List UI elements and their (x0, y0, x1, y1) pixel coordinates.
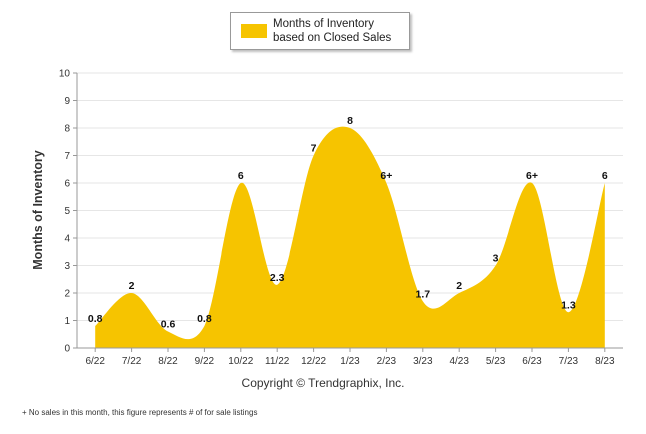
data-label: 3 (493, 253, 499, 265)
y-tick-label: 2 (64, 289, 70, 300)
x-tick-label: 7/23 (559, 356, 579, 367)
data-label: 0.8 (197, 313, 212, 325)
x-tick-label: 1/23 (340, 356, 360, 367)
y-tick-label: 1 (64, 316, 70, 327)
y-axis-label: Months of Inventory (31, 150, 45, 270)
data-label: 0.8 (88, 313, 103, 325)
data-labels: 0.8 2 0.6 0.8 6 2.3 7 8 6+ 1.7 2 3 6+ 1.3 6 (88, 115, 608, 331)
data-label: 1.7 (415, 288, 430, 300)
x-tick-label: 12/22 (301, 356, 326, 367)
x-tick-label: 8/23 (595, 356, 615, 367)
x-tick-label: 4/23 (449, 356, 469, 367)
x-tick-label: 2/23 (377, 356, 397, 367)
data-label: 7 (311, 143, 317, 155)
legend-swatch (241, 24, 267, 38)
data-label: 2.3 (270, 272, 285, 284)
area-series (95, 126, 605, 348)
y-tick-label: 10 (59, 69, 71, 80)
copyright-text: Copyright © Trendgraphix, Inc. (241, 376, 405, 390)
data-label: 6 (238, 170, 244, 182)
footnote: + No sales in this month, this figure re… (22, 408, 258, 417)
y-tick-label: 8 (64, 124, 70, 135)
x-tick-label: 5/23 (486, 356, 506, 367)
x-axis-ticks: 6/22 7/22 8/22 9/22 10/22 11/22 12/22 1/23 2/23 3… (85, 348, 615, 367)
x-tick-label: 9/22 (195, 356, 215, 367)
data-label: 2 (129, 280, 135, 292)
area-fill (95, 126, 605, 348)
data-label: 2 (456, 280, 462, 292)
x-tick-label: 10/22 (228, 356, 253, 367)
x-tick-label: 8/22 (158, 356, 178, 367)
legend-label: Months of Inventory based on Closed Sale… (273, 18, 392, 44)
y-tick-label: 5 (64, 206, 70, 217)
y-tick-label: 9 (64, 96, 70, 107)
y-tick-label: 7 (64, 151, 70, 162)
y-tick-label: 0 (64, 344, 70, 355)
data-label: 6 (602, 170, 608, 182)
data-label: 6+ (526, 170, 538, 182)
y-tick-label: 6 (64, 179, 70, 190)
x-tick-label: 7/22 (122, 356, 142, 367)
x-tick-label: 3/23 (413, 356, 433, 367)
y-tick-label: 3 (64, 261, 70, 272)
data-label: 0.6 (161, 319, 176, 331)
data-label: 1.3 (561, 299, 576, 311)
y-tick-label: 4 (64, 234, 70, 245)
y-axis-ticks: 0 1 2 3 4 5 6 7 8 9 10 (59, 69, 77, 355)
data-label: 6+ (380, 170, 392, 182)
x-tick-label: 6/22 (85, 356, 105, 367)
x-tick-label: 6/23 (522, 356, 542, 367)
x-tick-label: 11/22 (265, 356, 290, 367)
data-label: 8 (347, 115, 353, 127)
legend: Months of Inventory based on Closed Sale… (230, 12, 410, 50)
